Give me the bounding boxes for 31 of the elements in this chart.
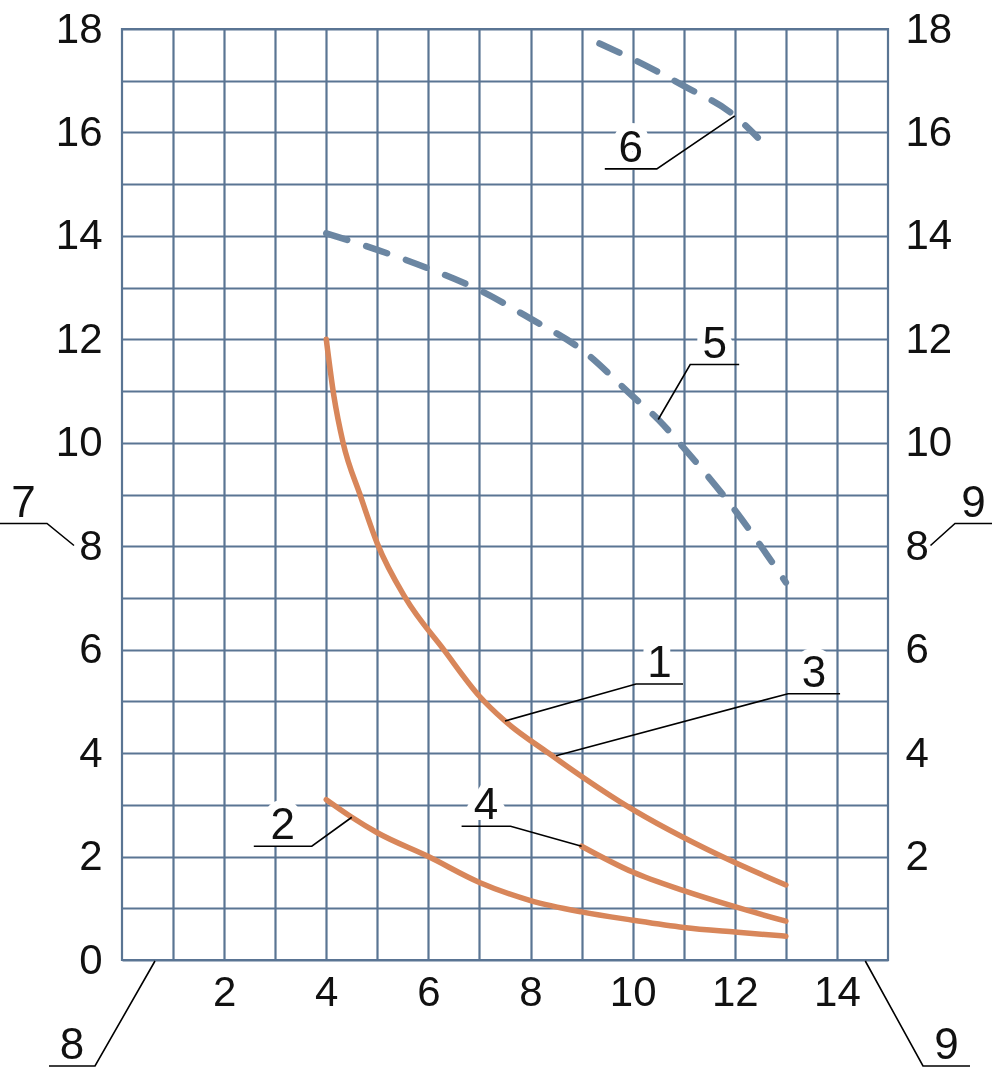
y2-tick-label: 12 bbox=[905, 314, 953, 362]
x-tick-label: 8 bbox=[519, 967, 543, 1015]
y-tick-label: 12 bbox=[55, 314, 103, 362]
y2-tick-label: 8 bbox=[905, 521, 929, 569]
y-tick-label: 2 bbox=[79, 832, 103, 880]
x-tick-label: 10 bbox=[609, 967, 657, 1015]
y-tick-label: 4 bbox=[79, 728, 103, 776]
y2-tick-label: 16 bbox=[905, 107, 953, 155]
text: 1 bbox=[647, 637, 672, 687]
y2-tick-label: 10 bbox=[905, 418, 953, 466]
y-tick-label: 18 bbox=[55, 4, 103, 52]
x-tick-label: 14 bbox=[814, 967, 861, 1015]
text: 7 bbox=[11, 476, 36, 526]
y-tick-label: 16 bbox=[55, 107, 103, 155]
y-tick-label: 14 bbox=[55, 211, 103, 259]
y-tick-label: 8 bbox=[79, 521, 103, 569]
y2-tick-label: 18 bbox=[905, 4, 953, 52]
x-tick-label: 2 bbox=[212, 967, 237, 1015]
y2-tick-label: 4 bbox=[905, 728, 929, 776]
x-tick-label: 12 bbox=[711, 967, 759, 1015]
y-tick-label: 10 bbox=[55, 418, 103, 466]
x-tick-label: 4 bbox=[315, 967, 339, 1015]
annotation: 3 bbox=[801, 646, 827, 696]
text: 9 bbox=[934, 1019, 959, 1068]
y-tick-label: 6 bbox=[79, 625, 103, 673]
x-tick-label: 6 bbox=[417, 967, 441, 1015]
y2-tick-label: 6 bbox=[905, 625, 929, 673]
text: 9 bbox=[961, 476, 986, 526]
y-tick-label: 0 bbox=[79, 935, 103, 983]
y2-tick-label: 2 bbox=[905, 832, 929, 880]
y2-tick-label: 14 bbox=[905, 211, 953, 259]
